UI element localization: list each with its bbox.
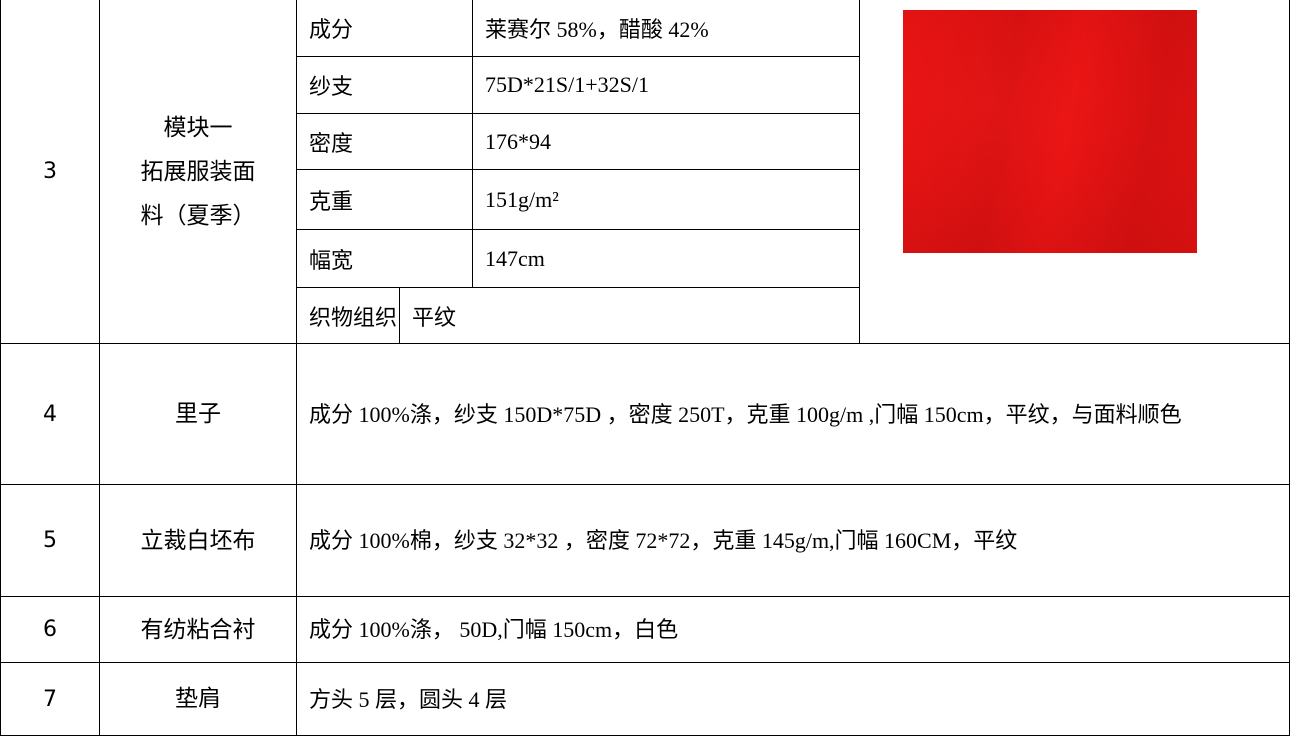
item-name: 立裁白坯布 [100,485,297,597]
item-name: 有纺粘合衬 [100,597,297,663]
spec-value: 莱赛尔 58%，醋酸 42% [473,0,860,57]
spec-value: 151g/m² [473,170,860,230]
row-number: 5 [0,485,100,597]
row-number: 6 [0,597,100,663]
item-name: 里子 [100,344,297,485]
name-line: 有纺粘合衬 [140,616,256,643]
spec-label: 织物组织 [297,288,400,344]
row-number: 4 [0,344,100,485]
fabric-swatch [903,10,1197,253]
name-line: 里子 [175,401,221,427]
item-desc: 成分 100%涤，纱支 150D*75D ，密度 250T，克重 100g/m … [297,344,1290,485]
item-desc: 方头 5 层，圆头 4 层 [297,663,1290,736]
spec-value: 176*94 [473,114,860,170]
spec-label: 克重 [297,170,473,230]
spec-label: 成分 [297,0,473,57]
row-number: 3 [0,0,100,344]
item-desc: 成分 100%涤， 50D,门幅 150cm，白色 [297,597,1290,663]
fabric-texture [903,10,1197,253]
name-line: 立裁白坯布 [140,527,256,554]
item-desc: 成分 100%棉，纱支 32*32 ，密度 72*72，克重 145g/m,门幅… [297,485,1290,597]
spec-label: 密度 [297,114,473,170]
name-line: 料（夏季） [140,202,256,229]
row-number: 7 [0,663,100,736]
name-line: 拓展服装面 [140,158,256,185]
name-line: 垫肩 [175,686,221,712]
spec-value: 147cm [473,230,860,288]
item-name: 模块一 拓展服装面 料（夏季） [100,0,297,344]
spec-value: 平纹 [400,288,860,344]
item-name: 垫肩 [100,663,297,736]
spec-value: 75D*21S/1+32S/1 [473,57,860,114]
name-line: 模块一 [163,114,233,141]
spec-label: 幅宽 [297,230,473,288]
spec-label: 纱支 [297,57,473,114]
